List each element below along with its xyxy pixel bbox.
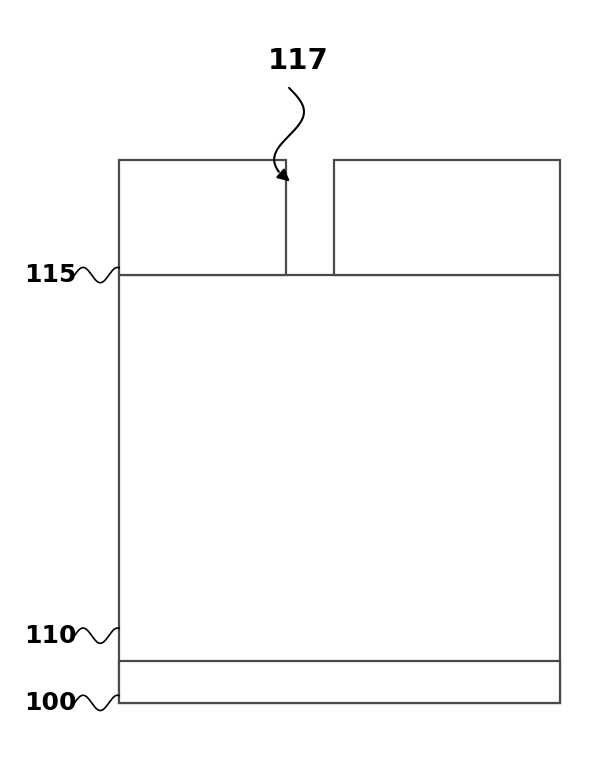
Bar (119, 275, 560, 703)
Bar (119, 160, 286, 275)
Text: 115: 115 (24, 263, 77, 287)
Text: 100: 100 (24, 691, 77, 715)
Text: 110: 110 (24, 623, 77, 648)
Text: 117: 117 (268, 47, 328, 75)
Bar (119, 661, 560, 703)
Bar (334, 160, 560, 275)
